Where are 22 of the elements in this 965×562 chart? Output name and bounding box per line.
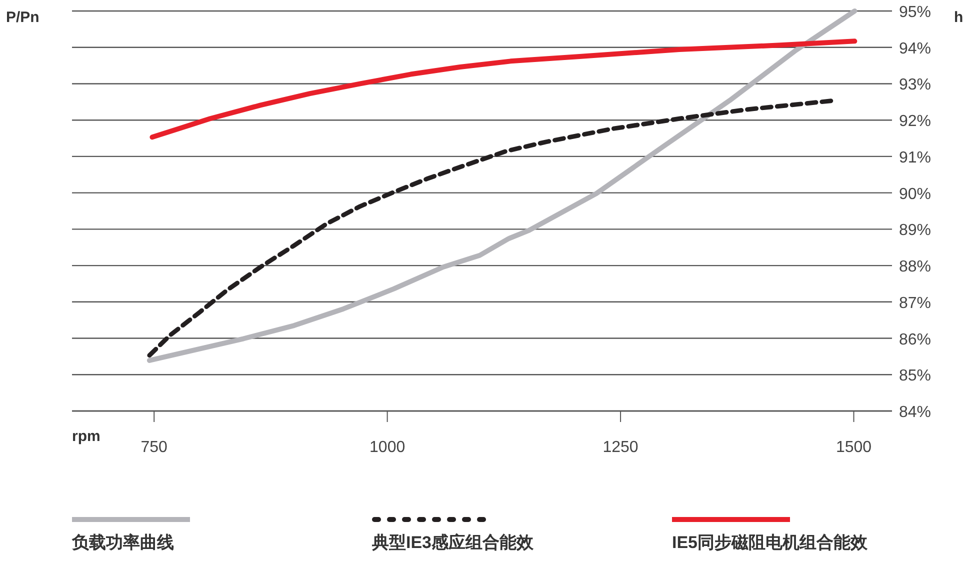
y2-tick-label: 89% [899,222,932,240]
y2-tick-label: 86% [899,331,932,348]
y2-tick-label: 94% [899,40,932,58]
x-tick-label: 1250 [602,439,638,456]
y2-axis-title: h [954,9,964,26]
y2-tick-label: 90% [899,186,932,203]
y2-tick-label: 93% [899,76,932,94]
y2-tick-label: 85% [899,368,932,385]
y2-tick-label: 88% [899,258,932,276]
x-tick-label: 1500 [836,439,872,456]
y2-tick-label: 92% [899,113,932,130]
legend-label: 负载功率曲线 [71,533,174,552]
y2-tick-label: 91% [899,149,932,166]
x-axis-title: rpm [72,428,100,445]
y-axis-title: P/Pn [6,9,40,26]
y2-tick-label: 84% [899,404,932,421]
x-tick-label: 750 [140,439,168,456]
y2-tick-label: 95% [899,4,932,21]
legend-label: 典型IE3感应组合能效 [371,533,535,552]
x-tick-label: 1000 [370,439,406,456]
y2-tick-label: 87% [899,294,932,312]
legend-label: IE5同步磁阻电机组合能效 [672,533,869,552]
